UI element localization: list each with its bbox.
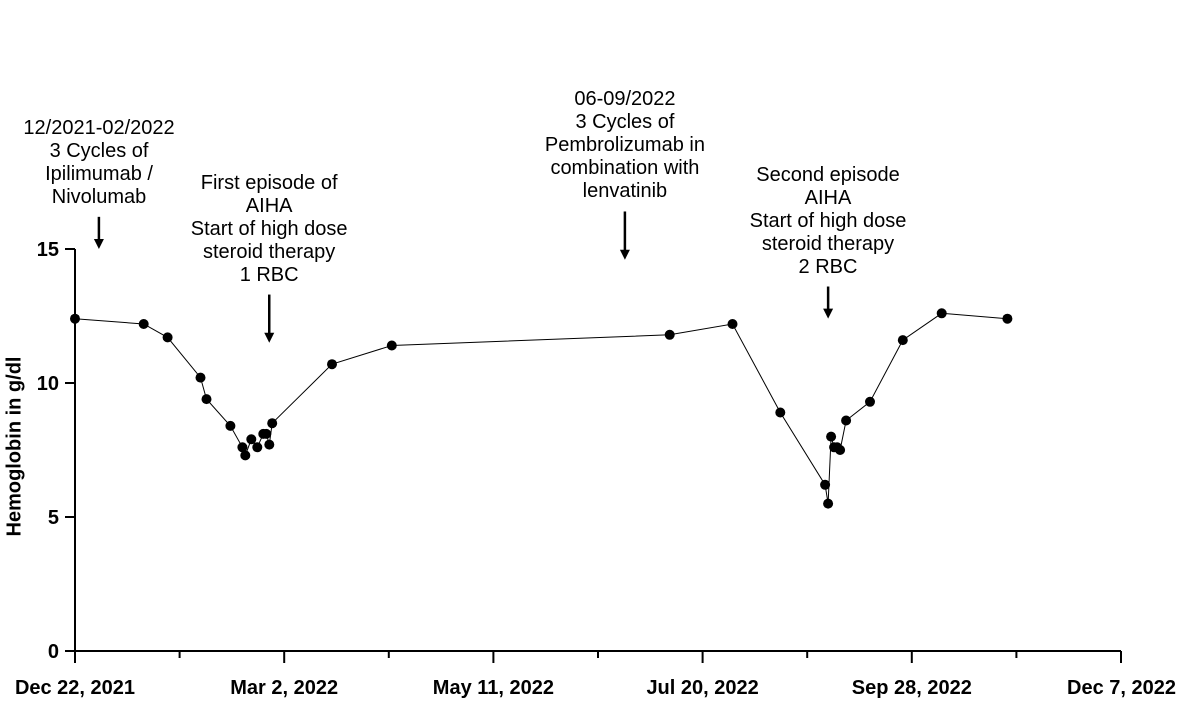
annotation-line: Pembrolizumab in bbox=[544, 134, 705, 157]
annotation-line: steroid therapy bbox=[761, 232, 895, 255]
data-point bbox=[327, 359, 337, 370]
data-point bbox=[823, 498, 834, 509]
data-point bbox=[820, 479, 831, 490]
y-tick-label: 5 bbox=[48, 507, 59, 529]
data-point bbox=[237, 442, 248, 453]
annotation-arrow-head bbox=[93, 239, 104, 249]
data-point bbox=[138, 319, 149, 329]
x-tick-label: May 11, 2022 bbox=[433, 677, 554, 699]
data-point bbox=[195, 372, 206, 383]
annotation-2: First episode of AIHA Start of high dose st… bbox=[191, 172, 348, 287]
annotation-line: Start of high dose bbox=[190, 217, 348, 240]
data-point bbox=[865, 396, 875, 407]
annotation-line: Nivolumab bbox=[51, 185, 147, 208]
data-point bbox=[240, 450, 251, 461]
annotation-arrows bbox=[93, 211, 834, 343]
annotation-line: 06-09/2022 bbox=[574, 88, 676, 111]
annotation-line: AIHA bbox=[804, 186, 852, 209]
x-tick-label: Dec 22, 2021 bbox=[15, 677, 135, 699]
annotation-3: 06-09/2022 3 Cycles of Pembrolizumab in com… bbox=[545, 88, 705, 203]
annotation-arrow-head bbox=[264, 332, 275, 343]
annotation-arrow-head bbox=[619, 249, 630, 260]
annotation-line: Start of high dose bbox=[749, 209, 907, 232]
data-point bbox=[835, 445, 846, 455]
data-point bbox=[826, 431, 837, 442]
data-point bbox=[727, 319, 738, 329]
annotation-line: AIHA bbox=[245, 194, 293, 217]
data-point bbox=[936, 308, 947, 319]
annotation-line: Ipilimumab / bbox=[45, 162, 153, 185]
annotation-line: steroid therapy bbox=[202, 240, 336, 263]
x-tick-label: Dec 7, 2022 bbox=[1067, 677, 1176, 699]
y-tick-label: 15 bbox=[37, 239, 59, 261]
x-tick-label: Mar 2, 2022 bbox=[230, 677, 338, 699]
annotation-line: Second episode bbox=[756, 163, 900, 186]
data-point bbox=[775, 407, 786, 418]
chart-axes: 0 5 10 15 Dec 22, 2021 Mar 2, 2022 May 11, 202… bbox=[15, 239, 1176, 699]
annotation-line: 1 RBC bbox=[239, 263, 299, 286]
y-tick-label: 10 bbox=[37, 373, 59, 395]
data-point bbox=[386, 340, 397, 351]
data-point bbox=[261, 428, 272, 439]
annotation-line: 2 RBC bbox=[798, 255, 858, 278]
y-tick-label: 0 bbox=[48, 641, 59, 663]
series-line bbox=[74, 312, 1008, 504]
data-point bbox=[246, 434, 257, 445]
data-point bbox=[664, 329, 675, 340]
annotation-arrow-head bbox=[823, 308, 834, 319]
annotation-line: lenvatinib bbox=[582, 180, 668, 203]
hemoglobin-series bbox=[70, 308, 1013, 509]
y-axis-label: Hemoglobin in g/dl bbox=[3, 356, 26, 537]
x-tick-label: Sep 28, 2022 bbox=[852, 677, 972, 699]
data-point bbox=[897, 335, 908, 346]
annotation-line: 3 Cycles of bbox=[49, 139, 149, 162]
annotation-line: 12/2021-02/2022 bbox=[23, 116, 175, 139]
annotation-line: combination with bbox=[550, 157, 700, 180]
annotation-4: Second episode AIHA Start of high dose ster… bbox=[750, 164, 907, 279]
data-point bbox=[264, 439, 275, 450]
data-point bbox=[841, 415, 852, 426]
data-point bbox=[1002, 313, 1013, 324]
data-point bbox=[225, 420, 236, 431]
annotation-1: 12/2021-02/2022 3 Cycles of Ipilimumab / Ni… bbox=[23, 117, 174, 209]
data-point bbox=[252, 442, 263, 453]
annotation-line: First episode of bbox=[200, 171, 338, 194]
data-point bbox=[267, 418, 278, 429]
data-point bbox=[162, 332, 173, 343]
annotation-line: 3 Cycles of bbox=[575, 111, 675, 134]
x-tick-label: Jul 20, 2022 bbox=[646, 677, 758, 699]
data-point bbox=[201, 394, 212, 405]
data-point bbox=[70, 313, 80, 324]
